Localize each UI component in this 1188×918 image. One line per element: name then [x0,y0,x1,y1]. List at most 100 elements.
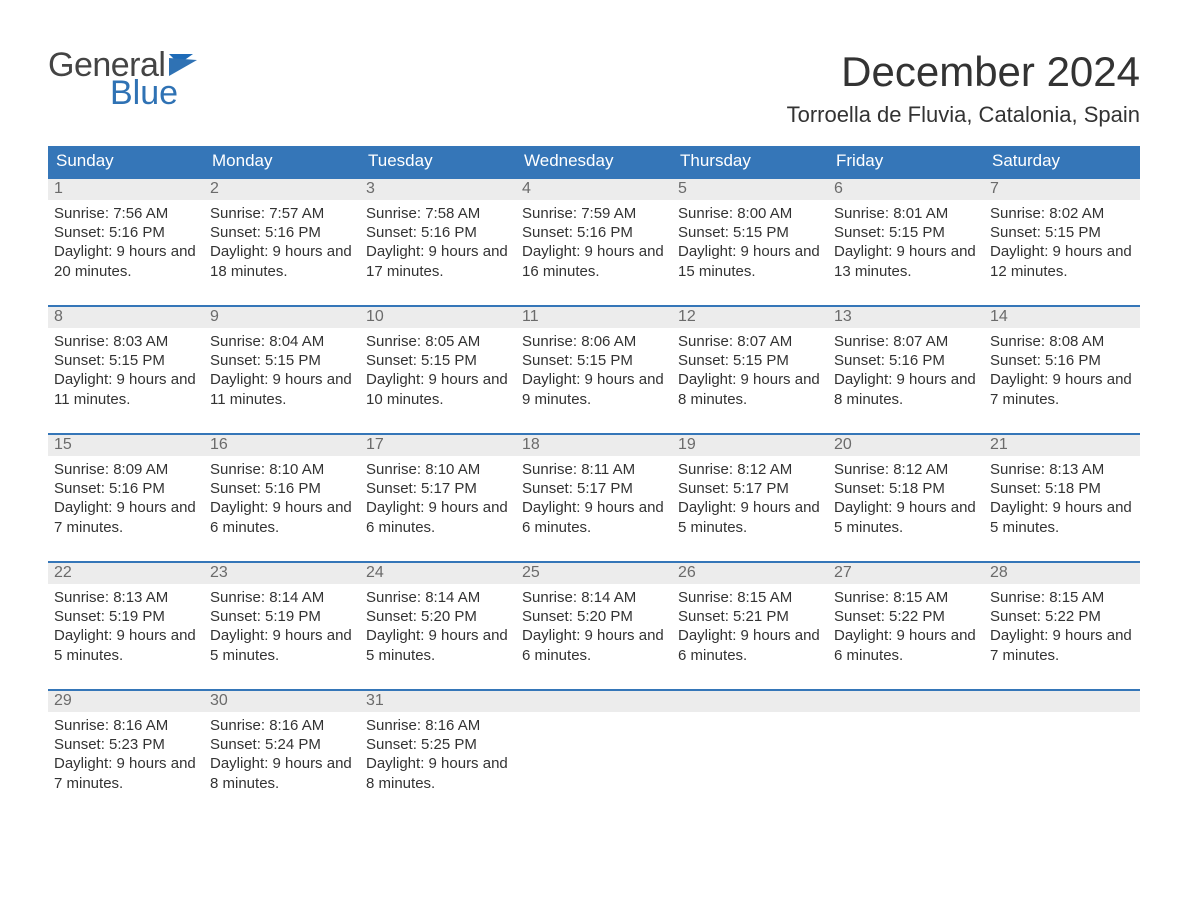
day-detail: Sunrise: 8:14 AMSunset: 5:19 PMDaylight:… [204,584,360,669]
calendar-day-cell [672,690,828,818]
day-number: 28 [984,563,1140,584]
day-detail: Sunrise: 8:15 AMSunset: 5:22 PMDaylight:… [828,584,984,669]
daylight-line: Daylight: 9 hours and 11 minutes. [210,370,354,408]
day-detail: Sunrise: 8:14 AMSunset: 5:20 PMDaylight:… [516,584,672,669]
sunrise-line: Sunrise: 8:14 AM [522,588,666,607]
calendar-day-cell: 7Sunrise: 8:02 AMSunset: 5:15 PMDaylight… [984,178,1140,306]
sunrise-line: Sunrise: 8:14 AM [366,588,510,607]
sunset-line: Sunset: 5:15 PM [54,351,198,370]
sunrise-line: Sunrise: 8:00 AM [678,204,822,223]
day-number: 6 [828,179,984,200]
day-detail: Sunrise: 8:08 AMSunset: 5:16 PMDaylight:… [984,328,1140,413]
day-detail: Sunrise: 8:00 AMSunset: 5:15 PMDaylight:… [672,200,828,285]
day-number: 2 [204,179,360,200]
daylight-line: Daylight: 9 hours and 6 minutes. [522,498,666,536]
daylight-line: Daylight: 9 hours and 8 minutes. [210,754,354,792]
day-detail: Sunrise: 8:01 AMSunset: 5:15 PMDaylight:… [828,200,984,285]
calendar-day-cell: 5Sunrise: 8:00 AMSunset: 5:15 PMDaylight… [672,178,828,306]
daylight-line: Daylight: 9 hours and 6 minutes. [210,498,354,536]
day-number: 8 [48,307,204,328]
sunset-line: Sunset: 5:16 PM [990,351,1134,370]
sunrise-line: Sunrise: 8:01 AM [834,204,978,223]
sunrise-line: Sunrise: 8:16 AM [54,716,198,735]
sunset-line: Sunset: 5:17 PM [366,479,510,498]
calendar-day-cell: 20Sunrise: 8:12 AMSunset: 5:18 PMDayligh… [828,434,984,562]
day-number: 14 [984,307,1140,328]
sunrise-line: Sunrise: 8:13 AM [54,588,198,607]
sunset-line: Sunset: 5:15 PM [678,223,822,242]
sunrise-line: Sunrise: 8:16 AM [366,716,510,735]
calendar-day-cell: 1Sunrise: 7:56 AMSunset: 5:16 PMDaylight… [48,178,204,306]
sunrise-line: Sunrise: 8:06 AM [522,332,666,351]
day-detail: Sunrise: 8:16 AMSunset: 5:23 PMDaylight:… [48,712,204,797]
calendar-day-cell: 25Sunrise: 8:14 AMSunset: 5:20 PMDayligh… [516,562,672,690]
daylight-line: Daylight: 9 hours and 11 minutes. [54,370,198,408]
day-number: 29 [48,691,204,712]
sunrise-line: Sunrise: 8:15 AM [990,588,1134,607]
calendar-day-cell: 26Sunrise: 8:15 AMSunset: 5:21 PMDayligh… [672,562,828,690]
day-number: 30 [204,691,360,712]
calendar-day-cell: 22Sunrise: 8:13 AMSunset: 5:19 PMDayligh… [48,562,204,690]
day-detail: Sunrise: 8:16 AMSunset: 5:25 PMDaylight:… [360,712,516,797]
calendar-day-cell: 18Sunrise: 8:11 AMSunset: 5:17 PMDayligh… [516,434,672,562]
daylight-line: Daylight: 9 hours and 7 minutes. [990,626,1134,664]
sunrise-line: Sunrise: 8:07 AM [834,332,978,351]
calendar-table: Sunday Monday Tuesday Wednesday Thursday… [48,146,1140,818]
daylight-line: Daylight: 9 hours and 7 minutes. [990,370,1134,408]
day-detail: Sunrise: 8:12 AMSunset: 5:17 PMDaylight:… [672,456,828,541]
sunset-line: Sunset: 5:21 PM [678,607,822,626]
calendar-page: General Blue December 2024 Torroella de … [0,0,1188,858]
daylight-line: Daylight: 9 hours and 6 minutes. [366,498,510,536]
sunrise-line: Sunrise: 8:08 AM [990,332,1134,351]
day-detail: Sunrise: 8:13 AMSunset: 5:19 PMDaylight:… [48,584,204,669]
day-detail: Sunrise: 8:10 AMSunset: 5:17 PMDaylight:… [360,456,516,541]
sunset-line: Sunset: 5:20 PM [522,607,666,626]
calendar-week-row: 15Sunrise: 8:09 AMSunset: 5:16 PMDayligh… [48,434,1140,562]
calendar-day-cell: 10Sunrise: 8:05 AMSunset: 5:15 PMDayligh… [360,306,516,434]
day-detail: Sunrise: 8:16 AMSunset: 5:24 PMDaylight:… [204,712,360,797]
daylight-line: Daylight: 9 hours and 16 minutes. [522,242,666,280]
sunrise-line: Sunrise: 8:05 AM [366,332,510,351]
daylight-line: Daylight: 9 hours and 18 minutes. [210,242,354,280]
day-detail: Sunrise: 8:15 AMSunset: 5:22 PMDaylight:… [984,584,1140,669]
daylight-line: Daylight: 9 hours and 5 minutes. [366,626,510,664]
calendar-day-cell: 2 Sunrise: 7:57 AMSunset: 5:16 PMDaylight… [204,178,360,306]
day-number: 4 [516,179,672,200]
day-number: 17 [360,435,516,456]
calendar-week-row: 1Sunrise: 7:56 AMSunset: 5:16 PMDaylight… [48,178,1140,306]
sunrise-line: Sunrise: 7:57 AM [210,204,354,223]
day-number: 15 [48,435,204,456]
calendar-day-cell [984,690,1140,818]
daylight-line: Daylight: 9 hours and 5 minutes. [54,626,198,664]
calendar-day-cell: 31Sunrise: 8:16 AMSunset: 5:25 PMDayligh… [360,690,516,818]
day-number: 1 [48,179,204,200]
sunset-line: Sunset: 5:19 PM [54,607,198,626]
sunset-line: Sunset: 5:17 PM [522,479,666,498]
daylight-line: Daylight: 9 hours and 10 minutes. [366,370,510,408]
calendar-day-cell [828,690,984,818]
daylight-line: Daylight: 9 hours and 6 minutes. [834,626,978,664]
sunset-line: Sunset: 5:25 PM [366,735,510,754]
calendar-day-cell: 29Sunrise: 8:16 AMSunset: 5:23 PMDayligh… [48,690,204,818]
sunset-line: Sunset: 5:24 PM [210,735,354,754]
calendar-day-cell: 15Sunrise: 8:09 AMSunset: 5:16 PMDayligh… [48,434,204,562]
daylight-line: Daylight: 9 hours and 6 minutes. [678,626,822,664]
calendar-day-cell: 14Sunrise: 8:08 AMSunset: 5:16 PMDayligh… [984,306,1140,434]
daylight-line: Daylight: 9 hours and 8 minutes. [834,370,978,408]
sunrise-line: Sunrise: 8:09 AM [54,460,198,479]
daylight-line: Daylight: 9 hours and 12 minutes. [990,242,1134,280]
calendar-day-cell: 21Sunrise: 8:13 AMSunset: 5:18 PMDayligh… [984,434,1140,562]
day-detail: Sunrise: 7:58 AMSunset: 5:16 PMDaylight:… [360,200,516,285]
sunset-line: Sunset: 5:15 PM [834,223,978,242]
day-detail: Sunrise: 7:56 AMSunset: 5:16 PMDaylight:… [48,200,204,285]
sunset-line: Sunset: 5:15 PM [990,223,1134,242]
sunrise-line: Sunrise: 8:13 AM [990,460,1134,479]
day-number: 19 [672,435,828,456]
day-detail: Sunrise: 8:10 AMSunset: 5:16 PMDaylight:… [204,456,360,541]
day-detail: Sunrise: 7:59 AMSunset: 5:16 PMDaylight:… [516,200,672,285]
sunrise-line: Sunrise: 8:02 AM [990,204,1134,223]
sunset-line: Sunset: 5:18 PM [834,479,978,498]
sunset-line: Sunset: 5:16 PM [210,223,354,242]
day-number: 18 [516,435,672,456]
sunrise-line: Sunrise: 8:03 AM [54,332,198,351]
